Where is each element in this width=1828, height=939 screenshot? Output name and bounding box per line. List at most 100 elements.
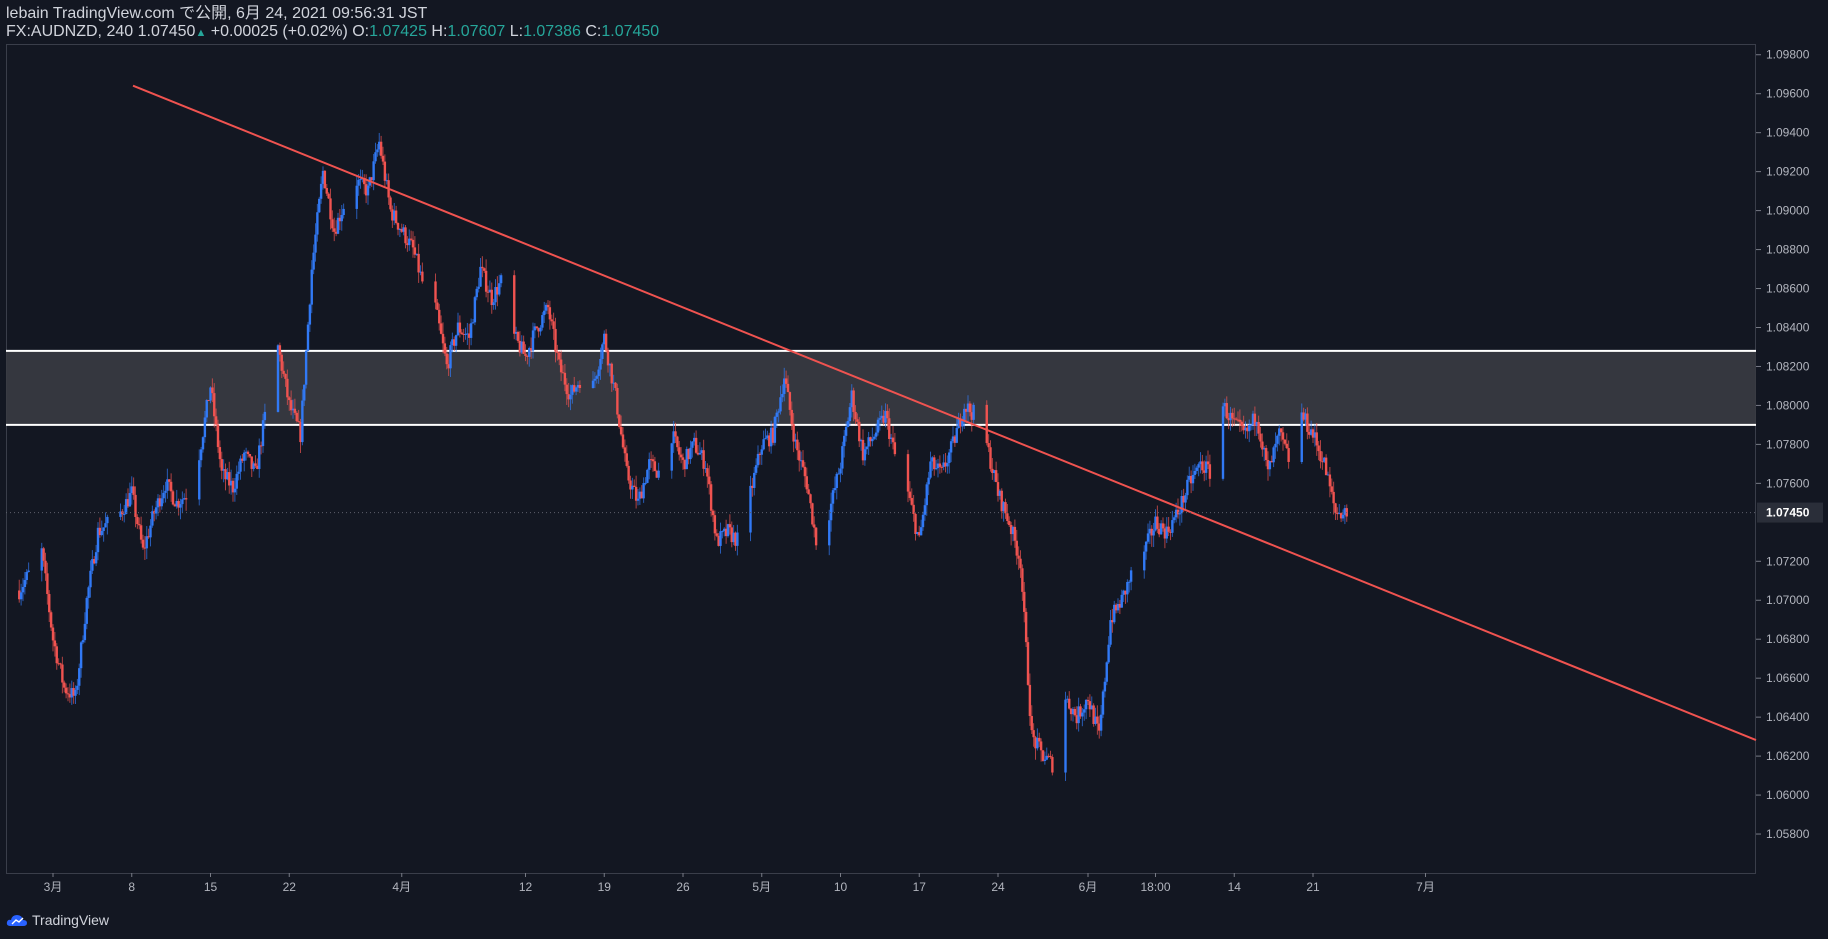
candle-body (1234, 418, 1238, 420)
candle-body (916, 532, 919, 535)
x-tick-label: 5月 (752, 880, 771, 894)
candle-body (263, 411, 267, 421)
footer-brand[interactable]: TradingView (32, 912, 110, 928)
candle-body (1086, 699, 1090, 702)
candle-body (1169, 531, 1172, 533)
candle-body (653, 461, 657, 471)
candle-body (469, 323, 473, 338)
candle-body (87, 587, 90, 598)
candle-body (1092, 705, 1095, 724)
candle-body (130, 486, 133, 494)
candle-body (1201, 461, 1204, 471)
price-axis[interactable]: 1.09800 1.09600 1.09400 1.09200 1.09000 1.088… (1756, 48, 1810, 841)
candle-body (1319, 451, 1322, 462)
candle-body (1182, 496, 1185, 503)
x-tick-label: 24 (991, 880, 1005, 894)
candle-body (994, 470, 998, 483)
candle-body (139, 525, 143, 540)
candle-body (1225, 403, 1228, 419)
candle-body (704, 468, 707, 470)
candle-body (1173, 517, 1176, 521)
candle-body (1266, 460, 1270, 470)
candle-body (925, 484, 928, 506)
candle-body (175, 500, 178, 507)
candle-body (123, 513, 126, 515)
candle-body (610, 363, 613, 384)
candle-body (700, 450, 703, 454)
candle-body (85, 597, 88, 624)
candle-body (456, 322, 460, 336)
candle-body (689, 447, 692, 460)
candle-body (409, 238, 413, 240)
candle-body (629, 480, 632, 490)
candle-body (1274, 443, 1277, 448)
candle-body (758, 453, 762, 455)
candle-body (1120, 594, 1123, 608)
candle-body (646, 469, 649, 483)
candle-body (863, 449, 867, 461)
candle-body (554, 328, 557, 352)
candle-body (246, 451, 250, 455)
candle-body (398, 229, 402, 231)
candle-body (1036, 737, 1039, 749)
candle-body (1261, 441, 1264, 450)
candle-body (623, 447, 627, 454)
candle-body (1249, 424, 1253, 426)
candle-body (724, 528, 728, 537)
candle-body (252, 463, 255, 469)
candle-body (1122, 590, 1125, 595)
candle-body (179, 504, 182, 508)
candle-body (678, 447, 681, 455)
candle-body (1268, 461, 1272, 470)
candle-body (1002, 502, 1005, 512)
candle-body (141, 539, 145, 548)
trendline[interactable] (132, 84, 1757, 741)
candle-body (1309, 429, 1313, 435)
candle-body (591, 380, 595, 388)
candle-body (59, 663, 62, 665)
candle-body (771, 427, 775, 443)
candle-body (1000, 490, 1003, 512)
candle-body (1096, 716, 1099, 724)
candle-body (74, 689, 77, 696)
candle-body (777, 411, 780, 413)
candle-body (218, 447, 222, 460)
candle-body (775, 412, 778, 417)
candle-body (790, 409, 793, 425)
candle-body (788, 392, 792, 410)
candle-body (453, 339, 456, 346)
candle-body (1167, 526, 1170, 532)
symbol-label[interactable]: FX:AUDNZD, 240 (6, 23, 134, 40)
y-tick-label: 1.09000 (1766, 204, 1810, 218)
candle-body (1045, 755, 1048, 760)
candle-body (462, 333, 465, 335)
time-axis[interactable]: 3月 8 15 22 4月 12 19 26 5月 10 17 24 6月 18:00 14 21 7月 (44, 873, 1435, 894)
candle-body (955, 428, 958, 443)
candle-body (876, 419, 880, 433)
candle-body (850, 390, 853, 408)
candle-body (479, 266, 482, 287)
candle-body (72, 688, 75, 696)
candle-body (1148, 528, 1152, 534)
x-tick-label: 8 (128, 880, 135, 894)
candle-body (544, 304, 548, 311)
candle-body (865, 446, 868, 450)
candle-body (829, 503, 833, 521)
candle-body (83, 623, 87, 641)
candle-body (464, 333, 467, 335)
candle-body (531, 330, 535, 351)
candle-body (460, 332, 463, 334)
candle-body (603, 333, 606, 345)
candle-body (297, 421, 300, 423)
candle-body (736, 532, 739, 546)
candle-body (449, 345, 452, 369)
candle-body (1233, 418, 1236, 420)
candle-body (1180, 496, 1183, 514)
candle-body (768, 435, 771, 447)
x-tick-label: 10 (834, 880, 848, 894)
candle-body (599, 358, 602, 370)
candle-body (76, 685, 79, 690)
candle-body (696, 452, 700, 455)
candle-body (762, 439, 765, 450)
